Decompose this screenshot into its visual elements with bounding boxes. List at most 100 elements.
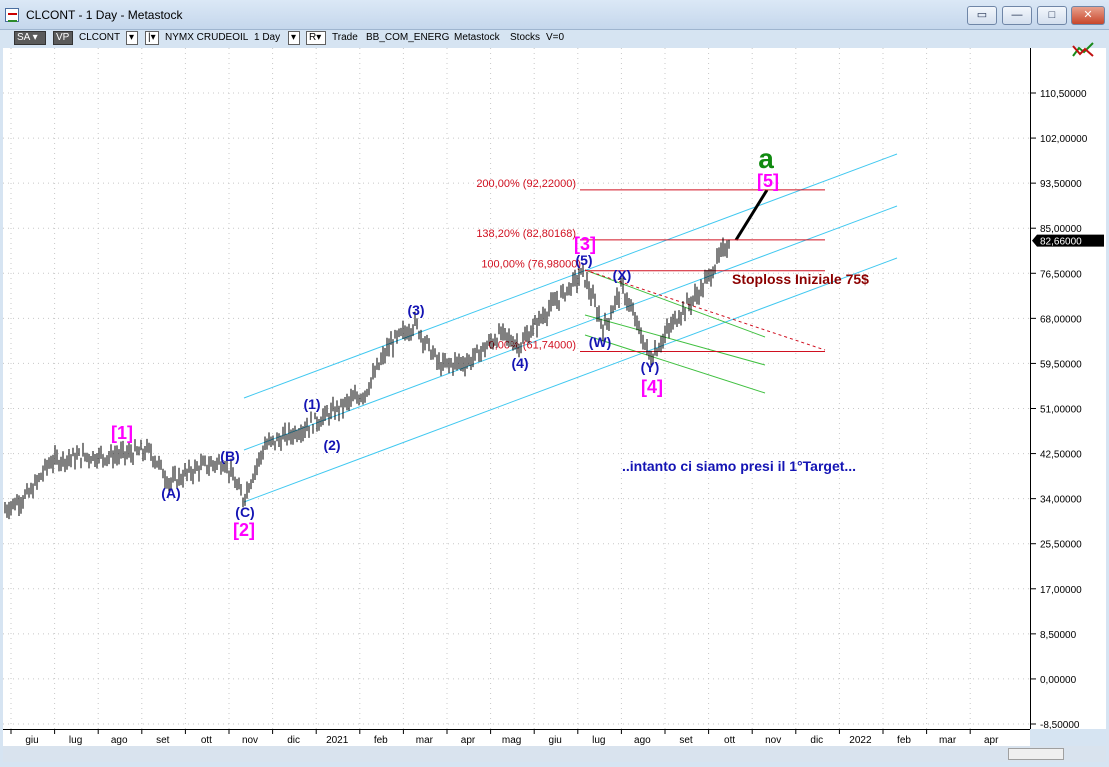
projection-line (734, 189, 769, 241)
channel-upper-line (243, 153, 898, 399)
wave-label-5: [5] (757, 171, 779, 191)
time-tick-label: lug (592, 735, 605, 746)
restore-window-button[interactable]: ▭ (967, 6, 997, 25)
wave-label-sub-1: (1) (303, 396, 320, 412)
trade-label[interactable]: Trade (332, 32, 358, 43)
dashed-trend-line (584, 269, 826, 351)
price-tick-label: 110,50000 (1040, 89, 1087, 100)
wave-label-4: [4] (641, 377, 663, 397)
time-tick-label: apr (984, 735, 999, 746)
price-chart-area[interactable]: 200,00% (92,22000) 138,20% (82,80168) 100,… (3, 48, 1030, 729)
time-tick-label: set (679, 735, 693, 746)
fib-level-label: 100,00% (76,98000) (481, 259, 581, 271)
horizontal-scrollbar[interactable] (3, 746, 1106, 762)
time-tick-label: mag (502, 735, 521, 746)
price-tick-label: 42,50000 (1040, 450, 1082, 461)
wave-label-sub-3: (3) (407, 302, 424, 318)
price-tick-label: 34,00000 (1040, 495, 1082, 506)
time-tick-label: nov (242, 735, 258, 746)
wave-label-C: (C) (235, 504, 254, 520)
time-tick-label: feb (374, 735, 388, 746)
time-tick-label: feb (897, 735, 911, 746)
window-title: CLCONT - 1 Day - Metastock (26, 8, 183, 22)
time-tick-label: ago (111, 735, 128, 746)
time-tick-label: 2022 (849, 735, 872, 746)
wave-label-A: (A) (161, 485, 180, 501)
time-tick-label: 2021 (326, 735, 349, 746)
price-tick-label: 68,00000 (1040, 314, 1082, 325)
fib-level-label: 138,20% (82,80168) (476, 228, 576, 240)
time-tick-label: set (156, 735, 170, 746)
time-tick-label: mar (939, 735, 957, 746)
wave-label-sub-4: (4) (511, 355, 528, 371)
time-tick-label: ott (201, 735, 212, 746)
correction-channel-lower (584, 334, 766, 394)
time-tick-label: dic (810, 735, 823, 746)
fibonacci-levels: 200,00% (92,22000) 138,20% (82,80168) 100,… (476, 178, 825, 353)
price-axis[interactable]: 110,50000 102,00000 93,50000 85,00000 76,500… (1030, 48, 1106, 731)
time-tick-label: apr (461, 735, 476, 746)
price-tick-label: 0,00000 (1040, 675, 1077, 686)
wave-label-X: (X) (613, 267, 632, 283)
fib-level-label: 200,00% (92,22000) (476, 178, 576, 190)
chart-grid (3, 48, 1030, 729)
price-tick-label: 59,50000 (1040, 359, 1082, 370)
current-price-label: 82,66000 (1040, 237, 1082, 248)
time-tick-label: ago (634, 735, 651, 746)
r-dropdown[interactable]: R▾ (306, 31, 326, 45)
time-axis-scale: giu lug ago set ott nov dic 2021 feb mar apr mag giu… (10, 730, 999, 746)
fib-level-label: 0,00% (61,74000) (489, 340, 576, 352)
wave-label-sub-2: (2) (323, 437, 340, 453)
price-tick-label: -8,50000 (1040, 720, 1080, 729)
chart-toolbar: SA ▾ VP CLCONT ▾ |▾ NYMX CRUDEOIL 1 Day … (0, 30, 1030, 48)
wave-label-B: (B) (220, 448, 239, 464)
period-dropdown-caret[interactable]: ▾ (288, 31, 300, 45)
time-tick-label: ott (724, 735, 735, 746)
caret-down-icon: ▾ (291, 32, 297, 43)
period-label[interactable]: 1 Day (254, 32, 281, 43)
time-tick-label: giu (549, 735, 562, 746)
channel-middle-line (243, 205, 898, 451)
maximize-button[interactable]: □ (1037, 6, 1067, 25)
symbol-dropdown-caret[interactable]: ▾ (126, 31, 138, 45)
wave-label-3: [3] (574, 234, 596, 254)
wave-label-Y: (Y) (641, 359, 660, 375)
minimize-button[interactable]: — (1002, 6, 1032, 25)
price-tick-label: 17,00000 (1040, 585, 1082, 596)
title-bar: CLCONT - 1 Day - Metastock ▭ — □ ✕ (0, 0, 1109, 30)
time-axis[interactable]: giu lug ago set ott nov dic 2021 feb mar apr mag giu… (3, 729, 1030, 746)
correction-channel-upper (584, 269, 766, 338)
price-tick-label: 8,50000 (1040, 630, 1077, 641)
wave-label-a: a (758, 143, 774, 174)
sa-dropdown[interactable]: SA ▾ (14, 31, 46, 45)
price-tick-label: 85,00000 (1040, 224, 1082, 235)
wave-label-sub-5: (5) (575, 252, 592, 268)
chart-compare-icon[interactable] (1071, 40, 1095, 60)
time-tick-label: mar (416, 735, 434, 746)
time-tick-label: giu (25, 735, 38, 746)
source-label: Metastock (454, 32, 500, 43)
time-tick-label: dic (287, 735, 300, 746)
sa-label: SA (17, 32, 30, 43)
vp-button[interactable]: VP (53, 31, 73, 45)
current-price-marker (1032, 234, 1104, 247)
scrollbar-thumb[interactable] (1008, 748, 1064, 760)
time-tick-label: nov (765, 735, 781, 746)
metastock-app-icon (5, 8, 19, 22)
time-tick-label: lug (69, 735, 82, 746)
ohlc-bars (4, 237, 730, 520)
stoploss-annotation: Stoploss Iniziale 75$ (732, 271, 869, 287)
market-label: Stocks (510, 32, 541, 43)
caret-down-icon: ▾ (129, 32, 135, 43)
template-label: BB_COM_ENERG (366, 32, 450, 43)
price-tick-label: 25,50000 (1040, 540, 1082, 551)
price-tick-label: 51,00000 (1040, 405, 1082, 416)
symbol-label[interactable]: CLCONT (79, 32, 121, 43)
bar-toggle-icon[interactable]: |▾ (145, 31, 159, 45)
volume-label: V=0 (546, 32, 565, 43)
wave-label-2: [2] (233, 520, 255, 540)
instrument-name: NYMX CRUDEOIL (165, 32, 249, 43)
price-chart: 200,00% (92,22000) 138,20% (82,80168) 100,… (3, 48, 1030, 729)
close-button[interactable]: ✕ (1071, 6, 1105, 25)
trend-channels (243, 153, 898, 503)
